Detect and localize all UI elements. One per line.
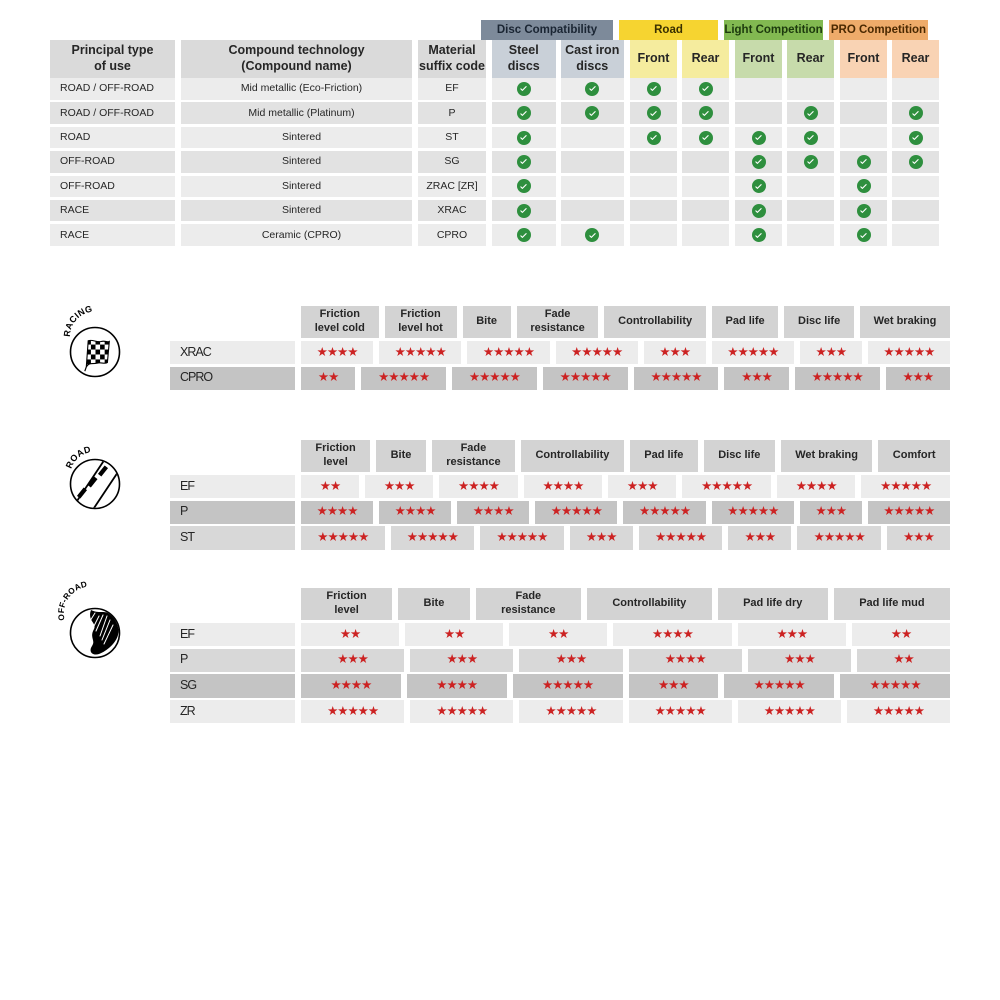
svg-text:OFF-ROAD: OFF-ROAD	[56, 580, 88, 621]
svg-text:RACING: RACING	[62, 303, 94, 337]
